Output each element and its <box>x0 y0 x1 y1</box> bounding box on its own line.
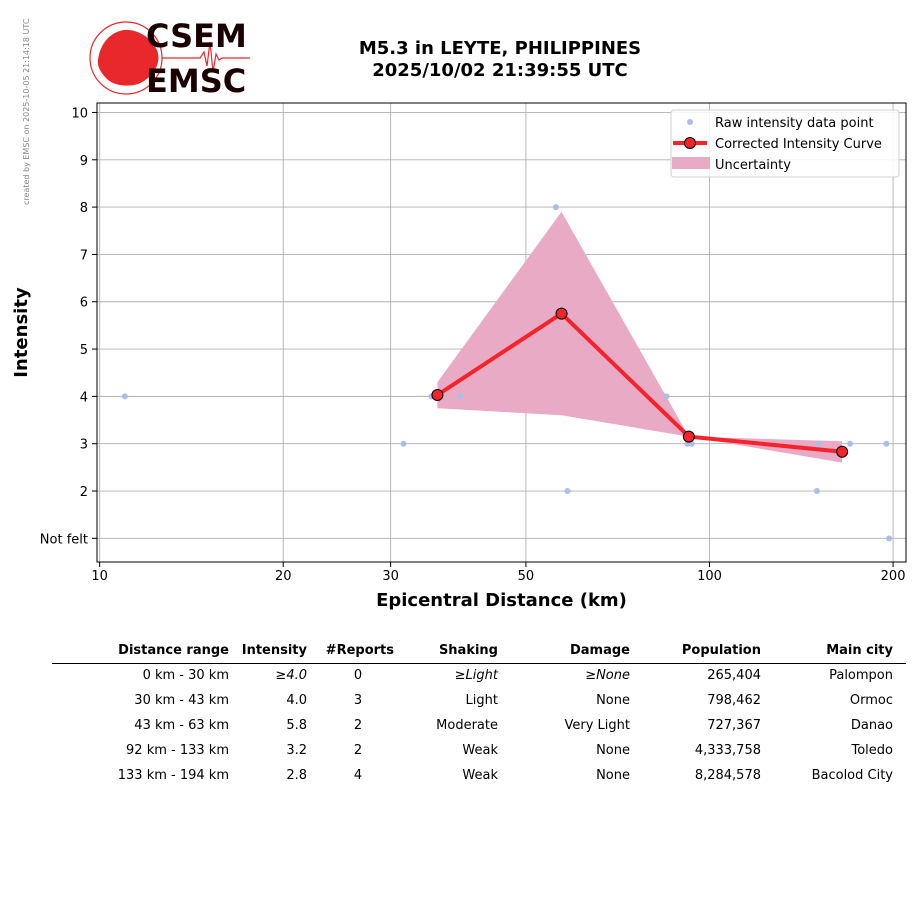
y-tick-label: 3 <box>80 438 88 453</box>
table-header: Shaking <box>438 643 498 658</box>
table-cell-range: 30 km - 43 km <box>134 693 229 708</box>
y-tick-label: 6 <box>80 296 88 311</box>
legend-label: Corrected Intensity Curve <box>715 137 882 152</box>
raw-data-point <box>847 440 854 447</box>
curve-marker <box>682 430 695 443</box>
raw-data-point <box>121 393 128 400</box>
table-cell-range: 133 km - 194 km <box>117 768 229 783</box>
x-tick-label: 10 <box>91 569 108 584</box>
table-cell-damage: None <box>596 743 630 758</box>
curve-marker <box>836 445 849 458</box>
table-cell-city: Danao <box>850 718 893 733</box>
title-line-1: M5.3 in LEYTE, PHILIPPINES <box>358 38 642 59</box>
y-tick-label: 2 <box>80 485 88 500</box>
logo-seismogram <box>162 41 250 73</box>
logo-bottom-text: EMSC <box>146 62 246 100</box>
x-axis-label: Epicentral Distance (km) <box>376 590 627 611</box>
table-cell-shaking: Weak <box>462 743 498 758</box>
raw-data-point <box>400 440 407 447</box>
legend-label: Uncertainty <box>715 158 791 173</box>
table-cell-damage: ≥None <box>585 668 630 683</box>
table-cell-reports: 4 <box>353 768 363 783</box>
table-cell-range: 43 km - 63 km <box>134 718 229 733</box>
table-cell-population: 798,462 <box>707 693 761 708</box>
y-tick-label: 8 <box>80 201 88 216</box>
y-tick-label: Not felt <box>40 532 88 547</box>
table-cell-intensity: 3.2 <box>286 743 307 758</box>
raw-data-point <box>886 535 893 542</box>
table-cell-city: Ormoc <box>849 693 893 708</box>
raw-data-point <box>457 393 464 400</box>
legend-raw-swatch <box>687 119 693 125</box>
table-header-rule <box>52 663 906 664</box>
table-cell-range: 92 km - 133 km <box>126 743 229 758</box>
table-header: Population <box>681 643 761 658</box>
y-tick-label: 7 <box>80 248 88 263</box>
table-cell-intensity: 2.8 <box>286 768 307 783</box>
y-tick-label: 10 <box>71 106 88 121</box>
table-header: Distance range <box>118 643 229 658</box>
legend-curve-marker <box>684 137 696 149</box>
table-cell-shaking: ≥Light <box>454 668 498 683</box>
y-tick-label: 9 <box>80 154 88 169</box>
logo-globe-landmass <box>97 29 159 86</box>
raw-data-point <box>552 204 559 211</box>
plot-frame <box>96 102 907 563</box>
y-tick-label: 5 <box>80 343 88 358</box>
uncertainty-band <box>437 211 843 463</box>
raw-data-point <box>883 440 890 447</box>
table-cell-shaking: Weak <box>462 768 498 783</box>
title-line-2: 2025/10/02 21:39:55 UTC <box>372 60 628 81</box>
table-cell-city: Palompon <box>829 668 893 683</box>
legend-uncertainty-swatch <box>672 157 710 169</box>
table-cell-damage: None <box>596 768 630 783</box>
table-cell-reports: 2 <box>353 718 363 733</box>
x-tick-label: 20 <box>275 569 292 584</box>
table-cell-shaking: Moderate <box>436 718 498 733</box>
legend-label: Raw intensity data point <box>715 116 874 131</box>
raw-data-point <box>663 393 670 400</box>
table-header: Main city <box>826 643 893 658</box>
csem-emsc-logo: CSEM EMSC <box>89 17 250 100</box>
table-header: Damage <box>569 643 630 658</box>
raw-data-point <box>813 488 820 495</box>
table-cell-city: Bacolod City <box>811 768 893 783</box>
table-cell-reports: 2 <box>353 743 363 758</box>
x-tick-label: 30 <box>382 569 399 584</box>
table-cell-shaking: Light <box>465 693 498 708</box>
table-cell-damage: None <box>596 693 630 708</box>
x-tick-label: 100 <box>697 569 722 584</box>
table-header: #Reports <box>325 643 394 658</box>
table-cell-intensity: ≥4.0 <box>275 668 307 683</box>
table-header: Intensity <box>241 643 307 658</box>
table-cell-population: 8,284,578 <box>694 768 761 783</box>
legend-box <box>670 109 900 178</box>
y-tick-label: 4 <box>80 390 88 405</box>
x-tick-label: 200 <box>881 569 906 584</box>
table-cell-intensity: 5.8 <box>286 718 307 733</box>
table-cell-population: 4,333,758 <box>694 743 761 758</box>
y-axis-label: Intensity <box>11 287 32 378</box>
table-cell-range: 0 km - 30 km <box>142 668 229 683</box>
intensity-distance-chart: 10 20 30 50 100 200 Not felt 2 3 4 5 6 7 8 9 10 Epicentr… <box>11 102 907 611</box>
x-tick-label: 50 <box>518 569 535 584</box>
raw-data-point <box>815 440 822 447</box>
table-cell-reports: 3 <box>353 693 363 708</box>
table-cell-population: 727,367 <box>707 718 761 733</box>
curve-marker <box>555 307 568 320</box>
corrected-intensity-curve <box>436 311 843 454</box>
table-cell-population: 265,404 <box>707 668 761 683</box>
curve-marker <box>431 388 444 401</box>
table-cell-reports: 0 <box>353 668 363 683</box>
table-cell-city: Toledo <box>851 743 893 758</box>
raw-data-point <box>564 488 571 495</box>
table-cell-damage: Very Light <box>564 718 631 733</box>
table-cell-intensity: 4.0 <box>286 693 307 708</box>
chart-title: M5.3 in LEYTE, PHILIPPINES 2025/10/02 21… <box>300 38 700 82</box>
logo-top-text: CSEM <box>146 17 247 55</box>
